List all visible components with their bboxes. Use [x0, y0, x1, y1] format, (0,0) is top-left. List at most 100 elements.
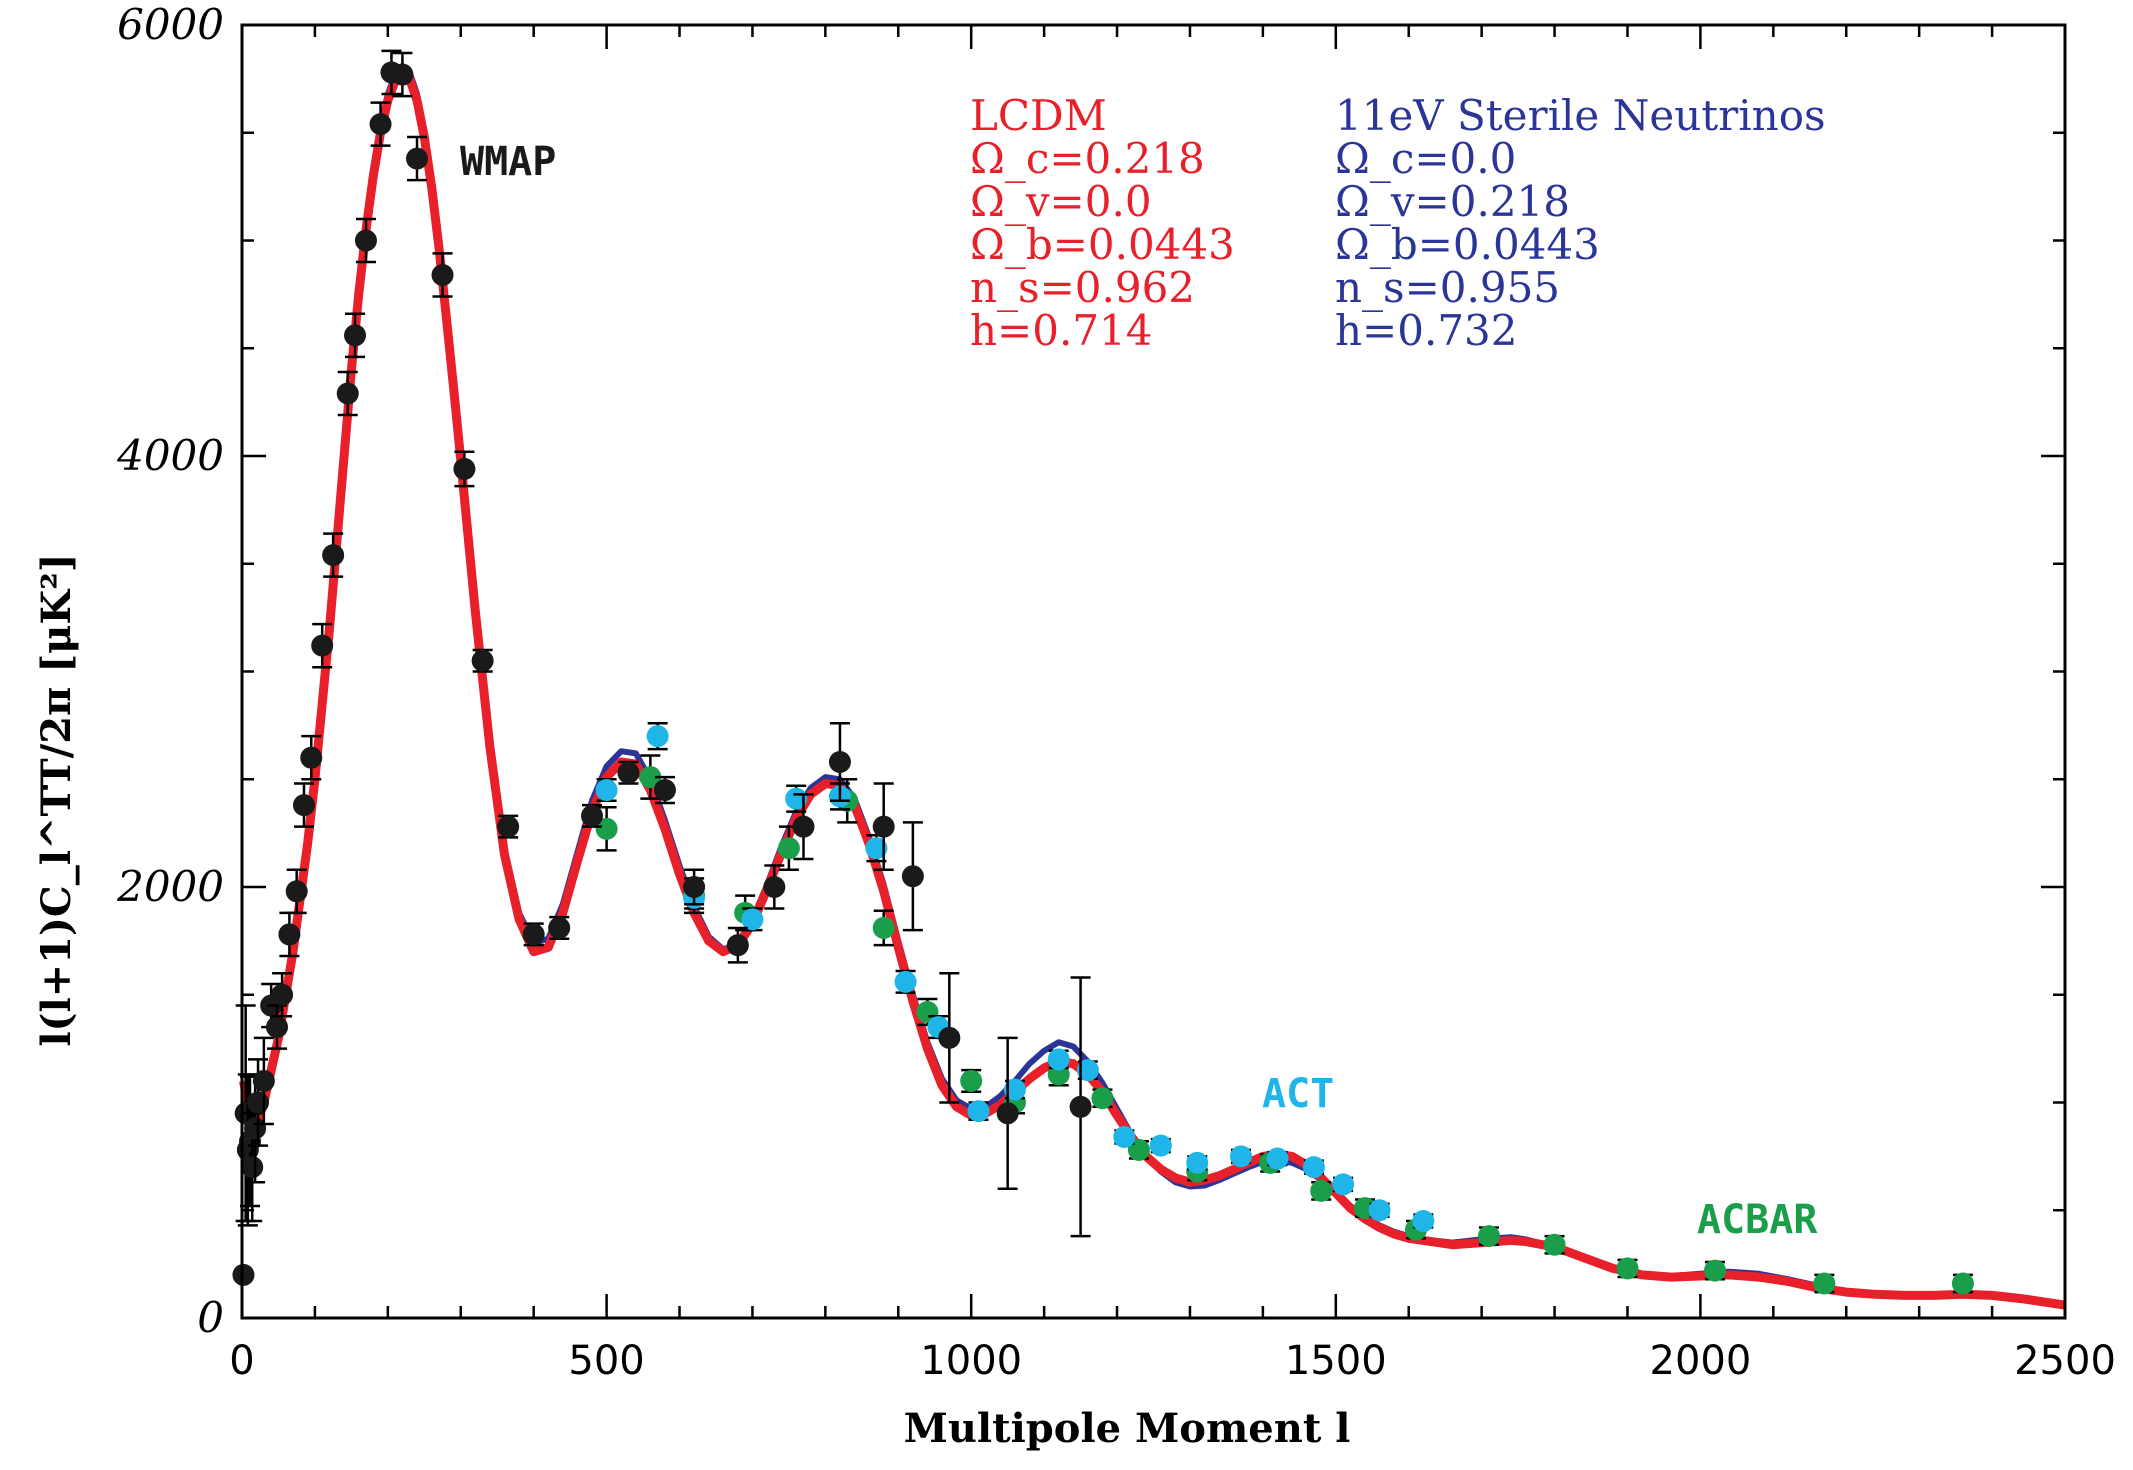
acbar-point [1310, 1179, 1333, 1202]
acbar-point [960, 1069, 983, 1092]
acbar-point [1703, 1259, 1726, 1282]
lcdm-model-name: LCDM [970, 91, 1107, 140]
wmap-point [369, 113, 392, 136]
lcdm-param: Ω_c=0.218 [970, 134, 1205, 183]
acbar-point [1543, 1233, 1566, 1256]
y-tick-label: 2000 [116, 862, 224, 911]
wmap-point [406, 147, 429, 170]
wmap-point [938, 1026, 961, 1049]
sterile-model-name: 11eV Sterile Neutrinos [1335, 91, 1826, 140]
x-tick-label: 0 [229, 1338, 254, 1384]
act-point [1412, 1210, 1435, 1233]
acbar-point [1951, 1272, 1974, 1295]
y-tick-label: 0 [197, 1293, 224, 1342]
acbar-point [777, 837, 800, 860]
lcdm-param: Ω_v=0.0 [970, 177, 1152, 226]
x-tick-label: 2000 [1650, 1338, 1752, 1384]
tick-layer [240, 23, 2067, 1320]
wmap-point [792, 815, 815, 838]
x-axis-title: Multipole Moment l [904, 1405, 1351, 1452]
wmap-point [322, 544, 345, 567]
tick-labels: 0 2000 4000 6000 0 500 1000 1500 2000 2500 [116, 0, 2116, 1384]
x-tick-label: 1000 [920, 1338, 1022, 1384]
act-point [646, 725, 669, 748]
y-axis-title: l(l+1)C_l^TT/2π [μK²] [33, 553, 80, 1046]
sterile-param: n_s=0.955 [1335, 263, 1560, 312]
wmap-point [391, 63, 414, 86]
wmap-point [300, 746, 323, 769]
acbar-point [1616, 1257, 1639, 1280]
data-points [232, 49, 1974, 1295]
wmap-point [336, 382, 359, 405]
lcdm-param: n_s=0.962 [970, 263, 1195, 312]
wmap-point [1069, 1095, 1092, 1118]
wmap-label: WMAP [460, 139, 556, 185]
wmap-point [354, 229, 377, 252]
wmap-point [548, 916, 571, 939]
wmap-point [497, 815, 520, 838]
wmap-point [431, 263, 454, 286]
act-point [1113, 1125, 1136, 1148]
wmap-point [266, 1016, 289, 1039]
wmap-point [311, 634, 334, 657]
wmap-point [292, 794, 315, 817]
wmap-point [285, 880, 308, 903]
acbar-point [639, 766, 662, 789]
wmap-point [581, 804, 604, 827]
wmap-point [726, 934, 749, 957]
act-label: ACT [1262, 1071, 1334, 1117]
lcdm-param: Ω_b=0.0443 [970, 220, 1235, 269]
sterile-param: Ω_b=0.0443 [1335, 220, 1600, 269]
wmap-point [522, 923, 545, 946]
lcdm-curve [239, 67, 2066, 1310]
act-point [595, 779, 618, 802]
wmap-point [901, 865, 924, 888]
act-point [741, 908, 764, 931]
acbar-point [1477, 1225, 1500, 1248]
wmap-point [247, 1091, 270, 1114]
act-point [1266, 1147, 1289, 1170]
sterile-legend: 11eV Sterile Neutrinos Ω_c=0.0 Ω_v=0.218… [1335, 91, 1826, 355]
plot-frame [240, 23, 2067, 1320]
acbar-point [1091, 1087, 1114, 1110]
acbar-point [1813, 1272, 1836, 1295]
acbar-point [595, 817, 618, 840]
x-tick-label: 500 [568, 1338, 644, 1384]
wmap-point [763, 876, 786, 898]
act-point [1186, 1151, 1209, 1174]
wmap-point [872, 815, 895, 838]
act-point [1368, 1199, 1391, 1222]
wmap-point [828, 751, 851, 774]
act-point [1076, 1059, 1099, 1082]
wmap-point [252, 1069, 275, 1092]
act-point [1230, 1145, 1253, 1168]
wmap-point [271, 983, 294, 1006]
sterile-param: h=0.732 [1335, 306, 1517, 355]
wmap-point [344, 324, 367, 347]
act-point [1047, 1048, 1070, 1071]
wmap-point [278, 923, 301, 946]
wmap-point [617, 761, 640, 784]
act-point [1332, 1173, 1355, 1196]
wmap-point [683, 876, 706, 898]
wmap-point [241, 1156, 264, 1179]
act-point [894, 970, 917, 993]
lcdm-legend: LCDM Ω_c=0.218 Ω_v=0.0 Ω_b=0.0443 n_s=0.… [970, 91, 1235, 355]
acbar-label: ACBAR [1697, 1197, 1818, 1243]
wmap-point [471, 649, 494, 672]
sterile-param: Ω_c=0.0 [1335, 134, 1516, 183]
wmap-point [653, 779, 676, 802]
y-tick-label: 6000 [117, 0, 224, 49]
act-point [1149, 1134, 1172, 1157]
acbar-point [872, 916, 895, 939]
lcdm-param: h=0.714 [970, 306, 1152, 355]
x-tick-label: 1500 [1285, 1338, 1387, 1384]
act-point [1003, 1078, 1026, 1101]
sterile-param: Ω_v=0.218 [1335, 177, 1570, 226]
act-point [967, 1100, 990, 1123]
wmap-point [453, 457, 476, 480]
x-tick-label: 2500 [2014, 1338, 2116, 1384]
act-point [1302, 1156, 1325, 1179]
act-point [865, 837, 888, 860]
